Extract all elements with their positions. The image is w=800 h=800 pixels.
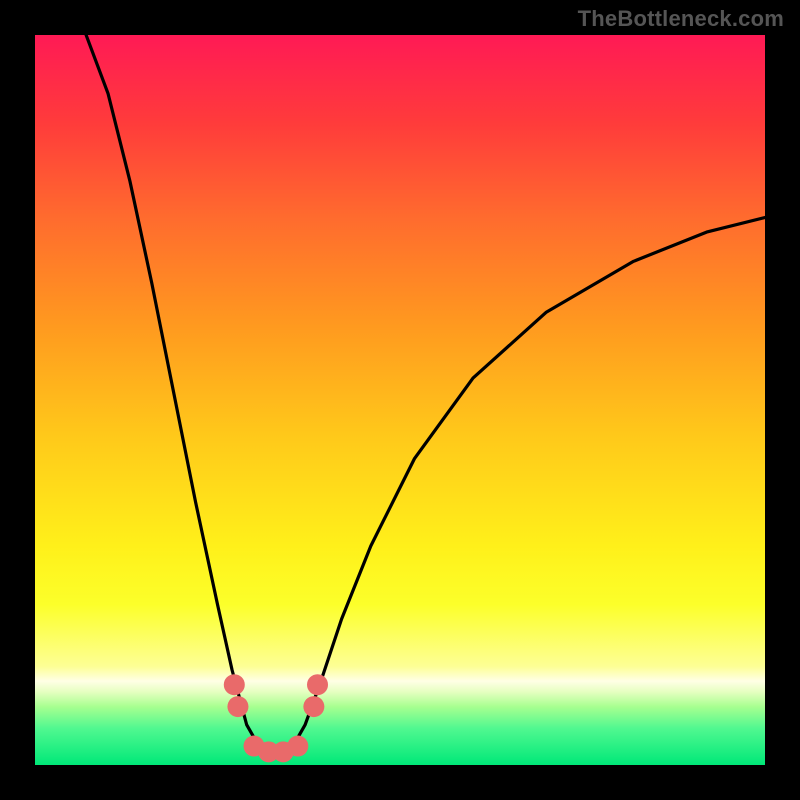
chart-svg [35,35,765,765]
curve-marker [303,696,324,717]
curve-marker [287,736,308,757]
curve-marker [224,674,245,695]
gradient-background [35,35,765,765]
curve-marker [227,696,248,717]
watermark-text: TheBottleneck.com [578,6,784,32]
chart-plot-area [35,35,765,765]
curve-marker [307,674,328,695]
